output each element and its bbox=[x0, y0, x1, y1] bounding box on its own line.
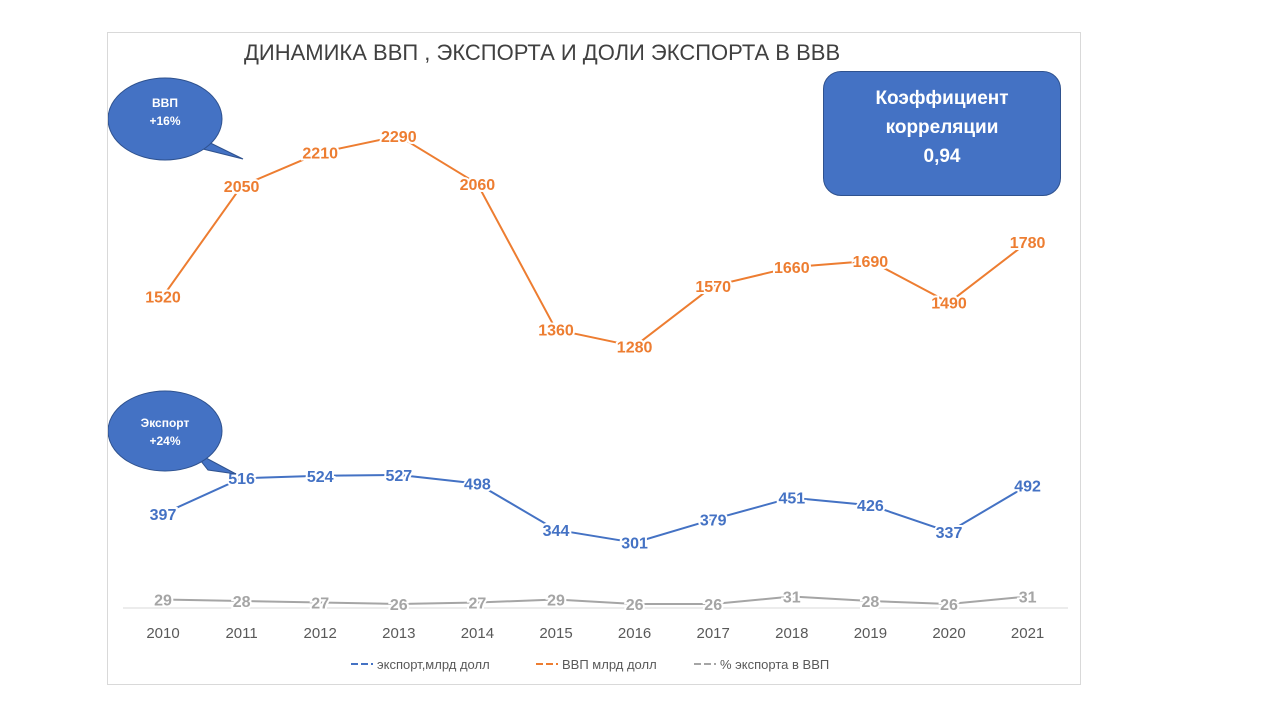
x-tick-label: 2011 bbox=[225, 625, 257, 642]
series-line-export bbox=[162, 473, 1029, 544]
legend: экспорт,млрд долл ВВП млрд долл % экспор… bbox=[351, 657, 829, 672]
data-label-share: 26 bbox=[940, 597, 958, 614]
series-lines bbox=[162, 134, 1029, 605]
data-label-share: 29 bbox=[154, 593, 172, 610]
correlation-line1: Коэффициент bbox=[875, 88, 1009, 109]
data-label-share: 26 bbox=[704, 597, 722, 614]
chart-frame: ДИНАМИКА ВВП , ЭКСПОРТА И ДОЛИ ЭКСПОРТА … bbox=[107, 32, 1081, 685]
x-tick-label: 2010 bbox=[146, 625, 179, 642]
x-tick-label: 2016 bbox=[618, 625, 651, 642]
x-tick-label: 2020 bbox=[932, 625, 965, 642]
data-labels: 397 516 524 527 498 344 301 379 451 426 337 492 1520… bbox=[143, 127, 1047, 616]
export-callout: Экспорт +24% bbox=[108, 390, 237, 475]
gdp-callout-change: +16% bbox=[149, 114, 180, 128]
gdp-callout-bubble bbox=[108, 77, 223, 161]
legend-item-gdp: ВВП млрд долл bbox=[536, 657, 657, 672]
data-label-share: 31 bbox=[783, 590, 801, 607]
x-tick-label: 2018 bbox=[775, 625, 808, 642]
legend-label-export: экспорт,млрд долл bbox=[377, 657, 490, 672]
export-callout-change: +24% bbox=[149, 434, 180, 448]
data-label-export: 301 bbox=[621, 536, 648, 553]
data-label-share: 28 bbox=[233, 594, 251, 611]
data-label-gdp: 2290 bbox=[381, 129, 417, 146]
data-label-gdp: 1280 bbox=[617, 339, 653, 356]
export-callout-title: Экспорт bbox=[141, 416, 190, 430]
correlation-box: Коэффициент корреляции 0,94 bbox=[823, 71, 1061, 196]
data-label-export: 492 bbox=[1014, 478, 1041, 495]
data-label-gdp: 1570 bbox=[695, 279, 731, 296]
export-callout-bubble bbox=[108, 390, 223, 472]
chart-title: ДИНАМИКА ВВП , ЭКСПОРТА И ДОЛИ ЭКСПОРТА … bbox=[244, 40, 840, 65]
data-label-share: 31 bbox=[1019, 590, 1037, 607]
data-label-gdp: 1780 bbox=[1010, 235, 1046, 252]
data-label-share: 27 bbox=[469, 596, 487, 613]
data-label-export: 337 bbox=[936, 525, 963, 542]
gdp-callout: ВВП +16% bbox=[108, 77, 244, 161]
data-label-gdp: 2210 bbox=[302, 146, 338, 163]
series-line-share bbox=[162, 595, 1028, 605]
data-label-gdp: 2050 bbox=[224, 179, 260, 196]
x-tick-label: 2012 bbox=[304, 625, 337, 642]
data-label-gdp: 1360 bbox=[538, 323, 574, 340]
x-tick-label: 2013 bbox=[382, 625, 415, 642]
data-label-share: 27 bbox=[311, 596, 329, 613]
data-label-gdp: 1690 bbox=[853, 254, 889, 271]
data-label-share: 26 bbox=[390, 597, 408, 614]
data-label-share: 26 bbox=[626, 597, 644, 614]
legend-label-share: % экспорта в ВВП bbox=[720, 657, 829, 672]
data-label-export: 498 bbox=[464, 477, 491, 494]
data-label-export: 344 bbox=[543, 523, 570, 540]
line-chart: ДИНАМИКА ВВП , ЭКСПОРТА И ДОЛИ ЭКСПОРТА … bbox=[108, 40, 1068, 672]
x-tick-label: 2014 bbox=[461, 625, 494, 642]
data-label-export: 527 bbox=[385, 468, 412, 485]
legend-item-export: экспорт,млрд долл bbox=[351, 657, 490, 672]
data-label-gdp: 1490 bbox=[931, 296, 967, 313]
data-label-export: 426 bbox=[857, 498, 884, 515]
data-label-export: 524 bbox=[307, 469, 334, 486]
data-label-gdp: 1520 bbox=[145, 289, 181, 306]
data-label-gdp: 2060 bbox=[460, 177, 496, 194]
x-axis-ticks: 2010 2011 2012 2013 2014 2015 2016 2017 2018 2019… bbox=[146, 625, 1044, 642]
x-tick-label: 2019 bbox=[854, 625, 887, 642]
data-label-share: 29 bbox=[547, 593, 565, 610]
data-label-share: 28 bbox=[862, 594, 880, 611]
legend-item-share: % экспорта в ВВП bbox=[694, 657, 829, 672]
gdp-callout-title: ВВП bbox=[152, 96, 178, 110]
data-label-export: 397 bbox=[150, 507, 177, 524]
data-label-export: 451 bbox=[778, 491, 805, 508]
correlation-value: 0,94 bbox=[923, 146, 961, 167]
series-line-gdp bbox=[162, 134, 1029, 348]
x-tick-label: 2021 bbox=[1011, 625, 1044, 642]
data-label-export: 516 bbox=[228, 471, 255, 488]
data-label-export: 379 bbox=[700, 512, 727, 529]
x-tick-label: 2017 bbox=[697, 625, 730, 642]
legend-label-gdp: ВВП млрд долл bbox=[562, 657, 657, 672]
data-label-gdp: 1660 bbox=[774, 260, 810, 277]
correlation-line2: корреляции bbox=[885, 117, 999, 138]
x-tick-label: 2015 bbox=[539, 625, 572, 642]
